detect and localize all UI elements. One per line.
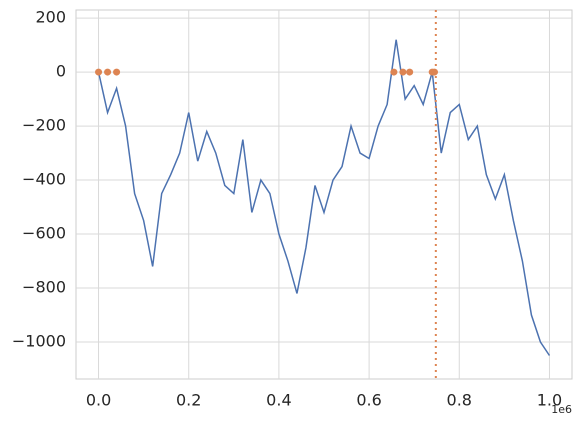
x-tick-label: 1.0 [537,391,562,410]
y-tick-label: −400 [22,170,66,189]
x-tick-label: 0.2 [176,391,201,410]
x-tick-label: 0.4 [266,391,291,410]
plot-frame [75,9,573,380]
y-tick-label: −200 [22,116,66,135]
x-tick-label: 0.8 [447,391,472,410]
x-tick-label: 0.6 [356,391,381,410]
y-tick-label: −600 [22,224,66,243]
marker-point [399,68,407,76]
y-tick-label: 0 [56,62,66,81]
y-tick-label: −1000 [12,332,66,351]
y-tick-label: −800 [22,278,66,297]
x-tick-label: 0.0 [86,391,111,410]
x-offset-label: 1e6 [551,403,572,416]
marker-point [390,68,398,76]
marker-point [104,68,112,76]
marker-point [430,68,438,76]
marker-point [113,68,121,76]
y-tick-label: 200 [35,8,66,27]
marker-point [406,68,414,76]
marker-point [95,68,103,76]
data-line [97,39,551,356]
